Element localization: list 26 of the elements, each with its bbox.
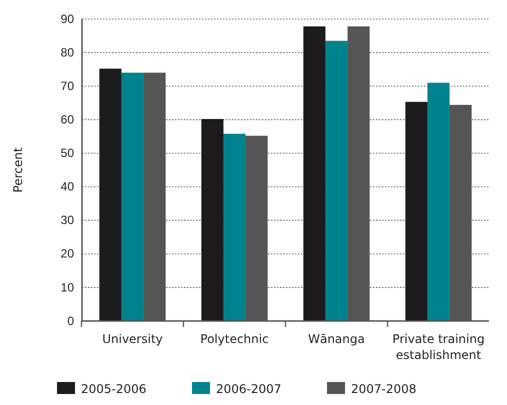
y-tick-label: 20 — [60, 246, 74, 261]
y-axis-title: Percent — [11, 147, 25, 193]
y-tick-label: 50 — [60, 146, 74, 160]
bar — [325, 40, 348, 321]
y-tick-label: 10 — [60, 280, 74, 294]
bar — [201, 118, 224, 321]
bar — [99, 68, 122, 321]
legend-label: 2006-2007 — [216, 382, 282, 396]
legend-label: 2005-2006 — [81, 382, 146, 396]
bar — [405, 102, 428, 321]
x-tick-label: Private training establishment — [392, 332, 485, 362]
y-tick-label: 60 — [60, 112, 74, 127]
y-tick-label: 30 — [60, 213, 74, 228]
bar — [223, 134, 246, 321]
y-tick-label: 70 — [60, 78, 74, 93]
x-tick-label: University — [102, 332, 163, 346]
bar — [427, 82, 450, 321]
y-tick-label: 0 — [67, 314, 74, 328]
legend-label: 2007-2008 — [351, 382, 416, 396]
bar — [303, 26, 326, 321]
x-tick-label: Wānanga — [308, 332, 365, 346]
x-tick-label: Polytechnic — [200, 332, 269, 346]
y-tick-label: 90 — [60, 12, 74, 26]
bar — [121, 72, 144, 321]
y-tick-label: 40 — [60, 180, 74, 194]
y-tick-label: 80 — [60, 45, 74, 60]
